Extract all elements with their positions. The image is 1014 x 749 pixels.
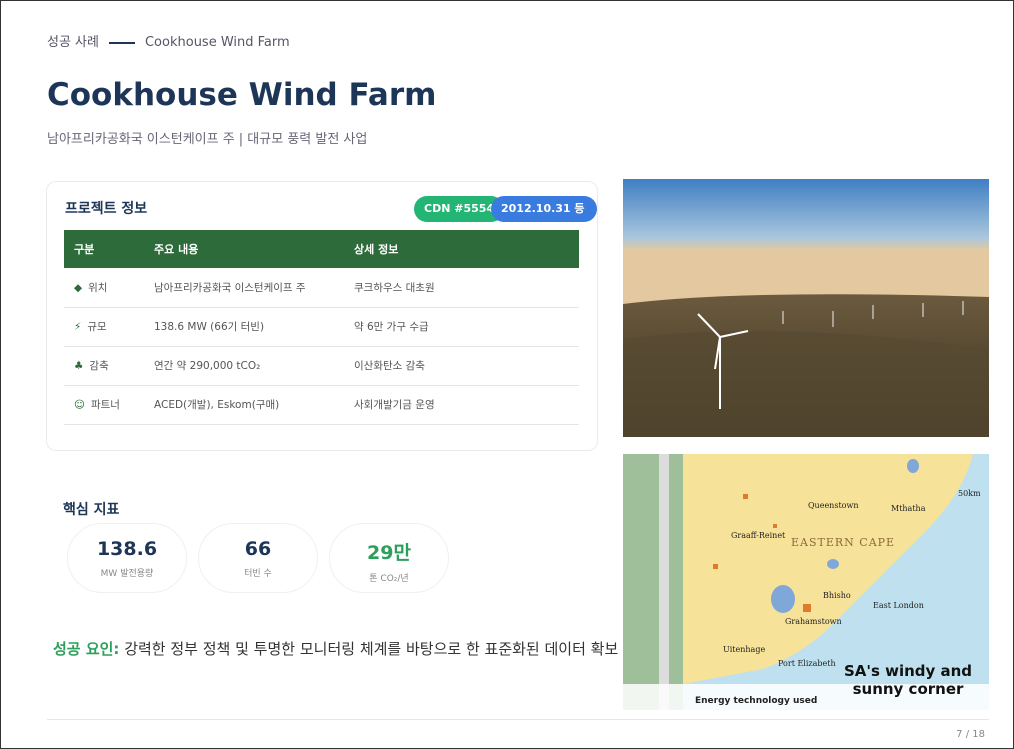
dash xyxy=(108,41,135,44)
map-footer: Energy technology used xyxy=(695,696,818,706)
cell: ♣ 감축 xyxy=(64,346,144,386)
subtitle: 남아프리카공화국 이스턴케이프 주 | 대규모 풍력 발전 사업 xyxy=(47,132,368,147)
cell-text: 규모 xyxy=(87,321,107,333)
metric-label: 톤 CO₂/년 xyxy=(369,574,409,584)
cell-text: ACED(개발), Eskom(구매) xyxy=(154,399,280,411)
map-caption: SA's windy and sunny corner xyxy=(843,662,973,698)
metric-label: 터빈 수 xyxy=(244,569,272,579)
card-title: 프로젝트 정보 xyxy=(65,201,148,217)
map-label: 50km xyxy=(958,489,981,498)
cell-text: 쿠크하우스 대초원 xyxy=(354,281,435,294)
metric-value: 138.6 xyxy=(96,538,158,560)
cell: 연간 약 290,000 tCO₂ xyxy=(144,346,344,386)
cell-text: 138.6 MW (66기 터빈) xyxy=(154,321,265,333)
cell-text: 연간 약 290,000 tCO₂ xyxy=(154,360,261,372)
cell: 사회개발기금 운영 xyxy=(344,385,579,425)
success-text: 강력한 정부 정책 및 투명한 모니터링 체계를 바탕으로 한 표준화된 데이터… xyxy=(124,640,619,658)
cell: ⚡ 규모 xyxy=(64,307,144,347)
row-icon: ⚡ xyxy=(74,321,82,333)
cell: 138.6 MW (66기 터빈) xyxy=(144,307,344,347)
cell-text: 감축 xyxy=(89,360,109,372)
cell-text: 이산화탄소 감축 xyxy=(354,360,425,372)
metric-value: 66 xyxy=(244,538,272,560)
metrics-title: 핵심 지표 xyxy=(63,502,120,518)
cell: ACED(개발), Eskom(구매) xyxy=(144,385,344,425)
map-label: Queenstown xyxy=(808,501,859,510)
badge: 2012.10.31 등록 xyxy=(491,196,597,241)
row-icon: ☺ xyxy=(74,399,85,411)
project-card: 프로젝트 정보 CDN #5554 2012.10.31 등록 구분 주요 내용… xyxy=(46,181,598,451)
row-icon: ◆ xyxy=(74,281,83,294)
page-number: 7 / 18 xyxy=(956,729,985,740)
breadcrumb: 성공 사례 Cookhouse Wind Farm xyxy=(47,31,290,50)
cell-text: 사회개발기금 운영 xyxy=(354,399,435,411)
map-label: East London xyxy=(873,601,924,610)
success: 성공 요인: 강력한 정부 정책 및 투명한 모니터링 체계를 바탕으로 한 표… xyxy=(53,638,618,659)
success-label: 성공 요인: xyxy=(53,640,120,658)
map-label: Bhisho xyxy=(823,591,851,600)
table-row: ◆ 위치 남아프리카공화국 이스턴케이프 주 쿠크하우스 대초원 xyxy=(64,268,579,308)
col-head: 구분 xyxy=(64,230,144,268)
map-label: Port Elizabeth xyxy=(778,659,836,668)
metric-value: 29만 xyxy=(367,542,411,564)
col-head: 주요 내용 xyxy=(144,230,344,268)
metric: 66 터빈 수 xyxy=(198,523,318,593)
map-label: EASTERN CAPE xyxy=(791,536,896,549)
col-head: 상세 정보 xyxy=(344,230,579,268)
cell: 남아프리카공화국 이스턴케이프 주 xyxy=(144,268,344,308)
wind-farm-photo xyxy=(623,179,989,437)
crumb-page: Cookhouse Wind Farm xyxy=(144,35,290,50)
cell-text: 약 6만 가구 수급 xyxy=(354,321,429,333)
cell: 쿠크하우스 대초원 xyxy=(344,268,579,308)
map-label: Graaff-Reinet xyxy=(731,531,786,540)
table-row: ⚡ 규모 138.6 MW (66기 터빈) 약 6만 가구 수급 xyxy=(64,307,579,347)
map-bg xyxy=(623,454,989,710)
title: Cookhouse Wind Farm xyxy=(47,77,437,113)
cell-text: 남아프리카공화국 이스턴케이프 주 xyxy=(154,281,306,294)
cell: ☺ 파트너 xyxy=(64,385,144,425)
map-label: Mthatha xyxy=(891,504,926,513)
cell-text: 파트너 xyxy=(90,399,120,411)
cell-text: 위치 xyxy=(88,281,108,294)
cell: ◆ 위치 xyxy=(64,268,144,308)
table-row: ☺ 파트너 ACED(개발), Eskom(구매) 사회개발기금 운영 xyxy=(64,385,579,425)
map: Queenstown Mthatha Graaff-Reinet EASTERN CA… xyxy=(623,454,989,710)
map-label: Uitenhage xyxy=(723,645,766,654)
metric: 138.6 MW 발전용량 xyxy=(67,523,187,593)
metric-label: MW 발전용량 xyxy=(100,569,154,579)
map-label: Grahamstown xyxy=(785,617,842,626)
row-icon: ♣ xyxy=(74,360,84,372)
cell: 약 6만 가구 수급 xyxy=(344,307,579,347)
table-row: ♣ 감축 연간 약 290,000 tCO₂ 이산화탄소 감축 xyxy=(64,346,579,386)
badge: CDN #5554 xyxy=(414,196,505,222)
cell: 이산화탄소 감축 xyxy=(344,346,579,386)
info-table: 구분 주요 내용 상세 정보 ◆ 위치 남아프리카공화국 이스턴케이프 주 쿠크하우스… xyxy=(64,230,579,425)
footer-rule xyxy=(47,719,989,720)
crumb-section: 성공 사례 xyxy=(47,35,99,50)
